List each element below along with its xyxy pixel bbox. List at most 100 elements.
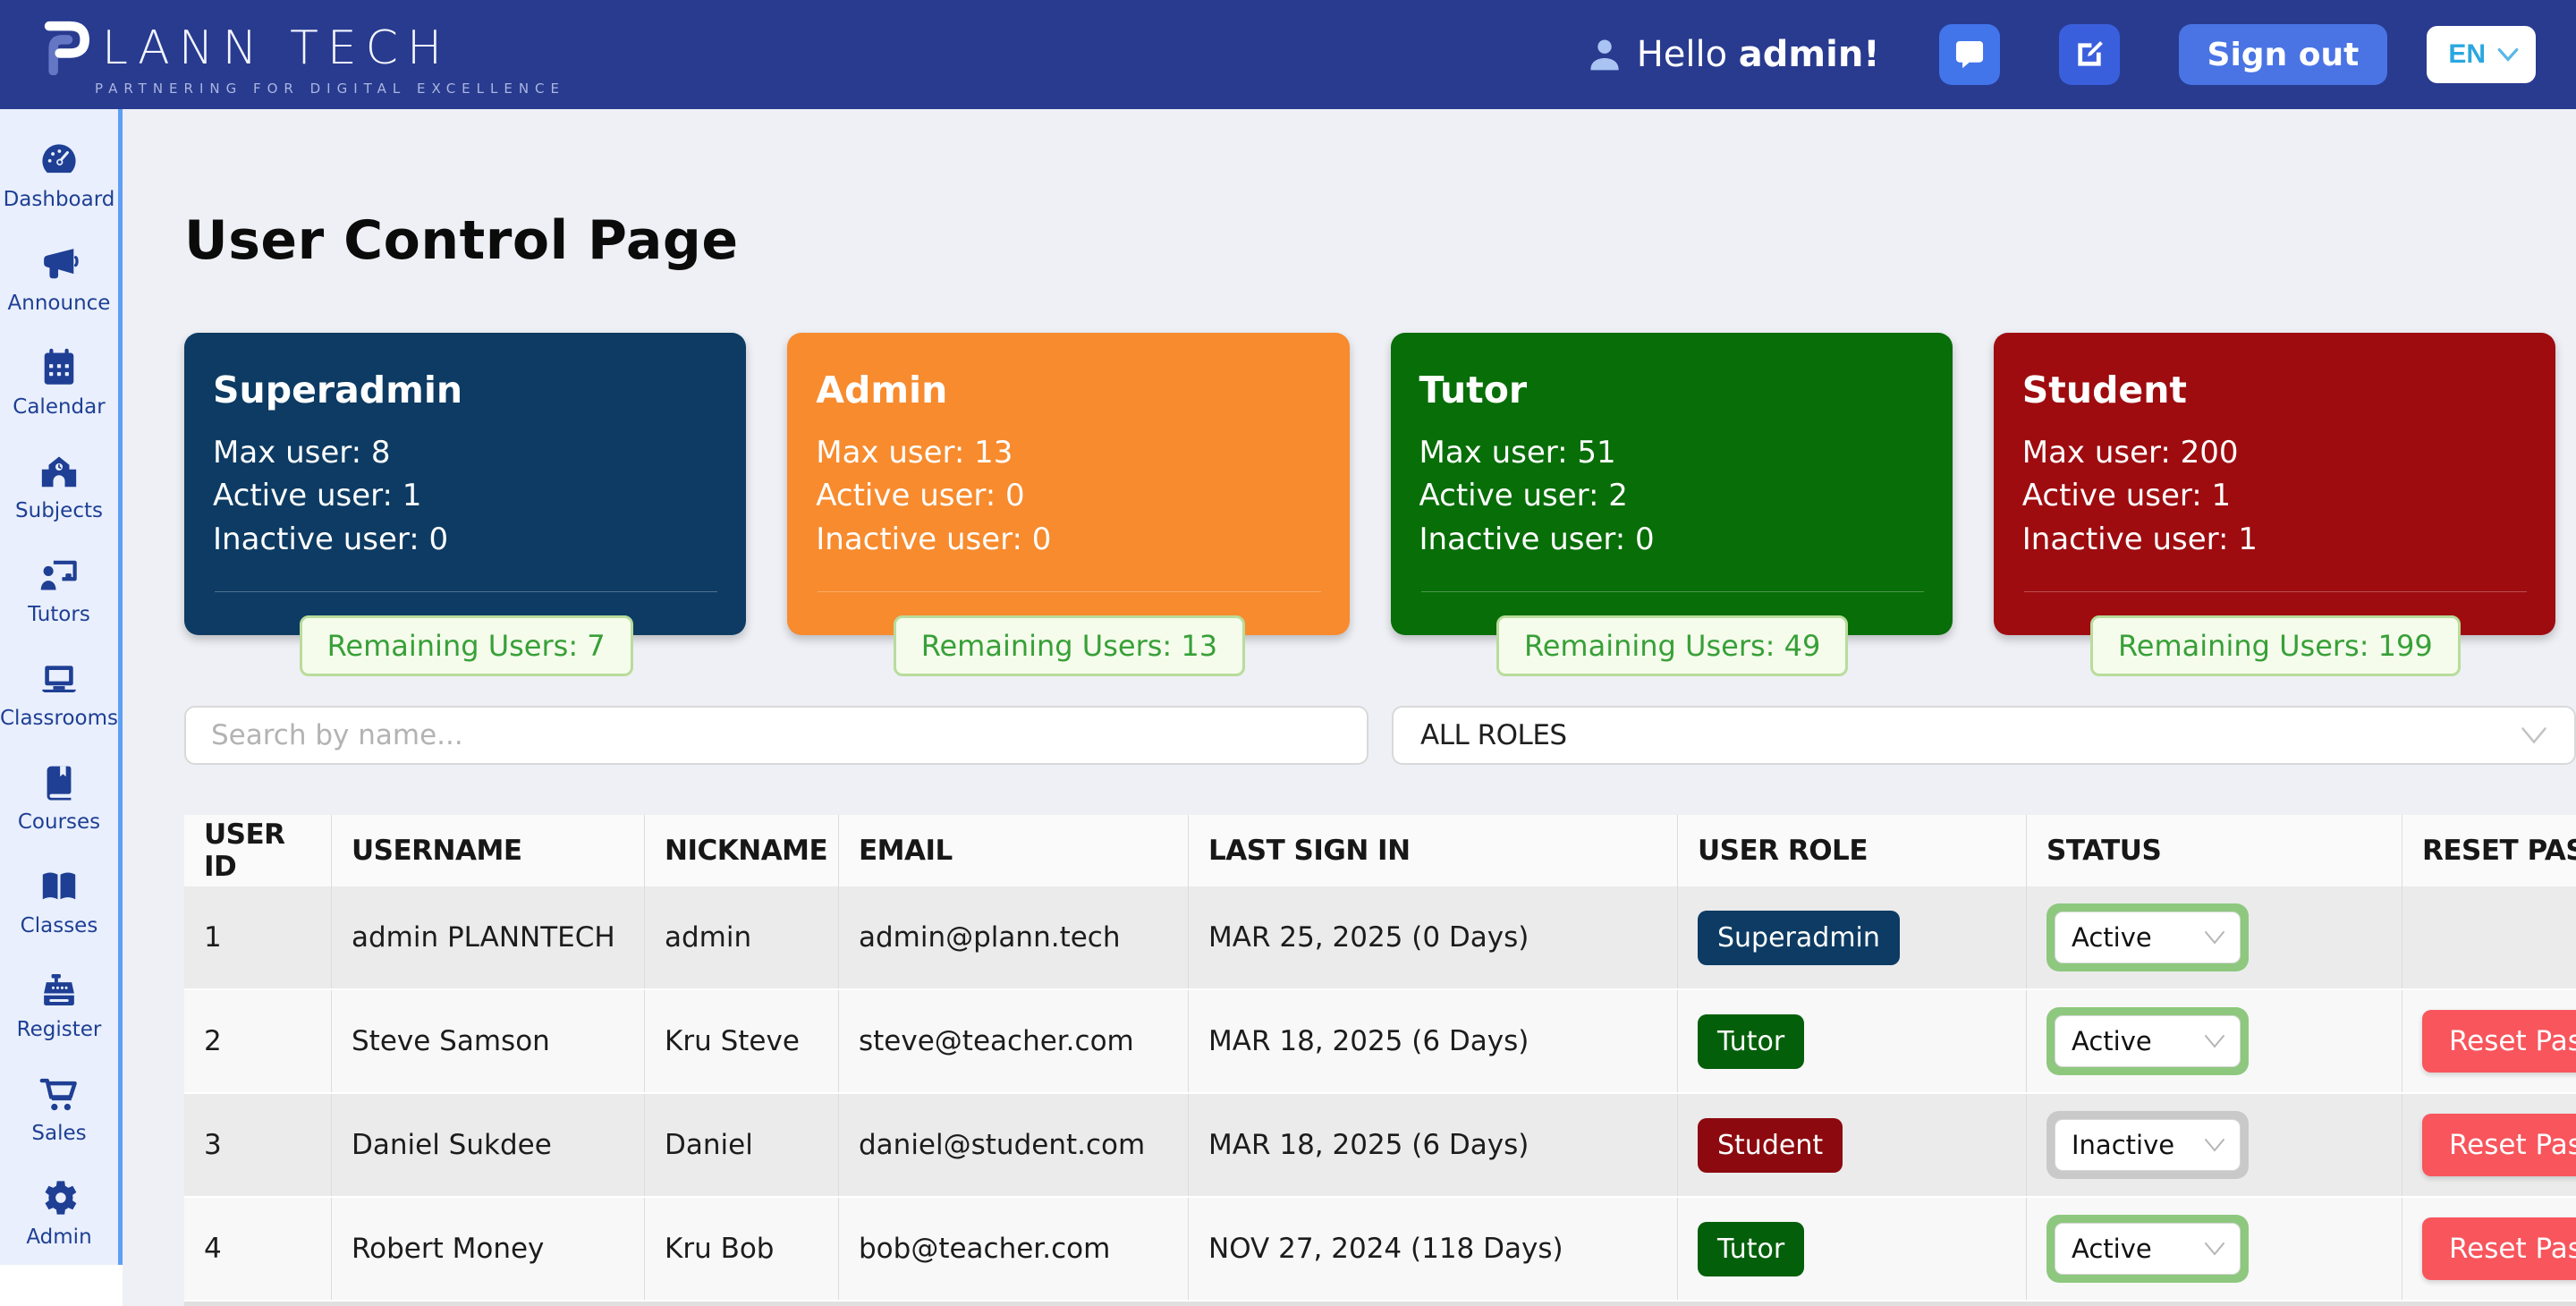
cart-icon (39, 1078, 77, 1111)
cell-user-role: Superadmin (1678, 886, 2027, 988)
cell-status: Active (2027, 1198, 2402, 1300)
card-stat-line: Active user: 1 (2021, 478, 2232, 514)
cell-email: daniel@student.com (839, 1094, 1189, 1196)
sidebar-item-label: Calendar (13, 395, 106, 419)
sidebar-item-dashboard[interactable]: Dashboard (0, 123, 118, 227)
sidebar-item-classrooms[interactable]: Classrooms (0, 642, 118, 746)
column-header-username: USERNAME (332, 815, 645, 886)
sidebar-item-label: Classrooms (0, 707, 118, 730)
cell-nickname: Kru Bob (645, 1198, 839, 1300)
card-stat-line: Max user: 51 (1419, 435, 1616, 471)
sidebar-item-subjects[interactable]: Subjects (0, 435, 118, 539)
status-frame: Active (2046, 1007, 2249, 1075)
role-stat-cards: Superadmin Max user: 8 Active user: 1 Inac… (184, 333, 2555, 676)
remaining-users-pill: Remaining Users: 199 (2090, 615, 2461, 676)
chevron-down-icon (2521, 727, 2546, 744)
chat-bubble-icon (1955, 40, 1983, 69)
chevron-down-icon (2205, 1035, 2224, 1048)
cell-nickname: Daniel (645, 1094, 839, 1196)
card-stat-line: Active user: 1 (213, 478, 422, 514)
sidebar-item-classes[interactable]: Classes (0, 850, 118, 954)
cell-email: bob@teacher.com (839, 1198, 1189, 1300)
school-icon (41, 456, 77, 488)
table-header-row: USER ID USERNAME NICKNAME EMAIL LAST SIGN IN… (184, 815, 2576, 886)
status-frame: Active (2046, 903, 2249, 971)
sidebar-item-label: Register (16, 1018, 102, 1041)
sidebar-item-label: Tutors (28, 603, 90, 626)
language-dropdown[interactable]: EN (2427, 26, 2536, 83)
cell-status: Inactive (2027, 1094, 2402, 1196)
cell-nickname: Kru Steve (645, 990, 839, 1092)
top-navbar: LANN TECH PARTNERING FOR DIGITAL EXCELLE… (0, 0, 2576, 109)
status-value: Active (2072, 922, 2152, 953)
card-stat-line: Inactive user: 0 (816, 521, 1052, 557)
status-dropdown[interactable]: Active (2055, 1223, 2241, 1275)
search-input[interactable] (184, 706, 1368, 765)
reset-password-button[interactable]: Reset Password (2422, 1217, 2576, 1280)
card-stat-line: Inactive user: 1 (2021, 521, 2258, 557)
person-icon (1590, 39, 1619, 71)
chevron-down-icon (2205, 1139, 2224, 1152)
plann-tech-p-logo-icon (44, 21, 89, 75)
cell-user-id: 3 (184, 1094, 332, 1196)
reset-password-button[interactable]: Reset Password (2422, 1010, 2576, 1073)
column-header-email: EMAIL (839, 815, 1189, 886)
sidebar-item-label: Classes (20, 914, 98, 937)
reset-password-button[interactable]: Reset Password (2422, 1114, 2576, 1176)
status-value: Active (2072, 1234, 2152, 1264)
card-title: Superadmin (213, 369, 463, 411)
user-greeting: Hello admin! (1585, 34, 1880, 75)
cell-user-id: 2 (184, 990, 332, 1092)
users-table: USER ID USERNAME NICKNAME EMAIL LAST SIGN IN… (184, 815, 2576, 1306)
sidebar-item-tutors[interactable]: Tutors (0, 539, 118, 642)
brand-text: LANN TECH (102, 21, 452, 75)
cell-status: Active (2027, 990, 2402, 1092)
page-title: User Control Page (184, 209, 739, 272)
status-frame: Inactive (2046, 1111, 2249, 1179)
language-code: EN (2448, 39, 2486, 69)
sidebar-item-courses[interactable]: Courses (0, 746, 118, 850)
sidebar-item-label: Dashboard (3, 188, 115, 211)
card-title: Student (2021, 369, 2188, 411)
card-stat-line: Active user: 2 (1419, 478, 1628, 514)
sidebar-item-announce[interactable]: Announce (0, 227, 118, 331)
laptop-icon (42, 666, 76, 692)
sidebar-item-register[interactable]: Register (0, 954, 118, 1057)
status-dropdown[interactable]: Inactive (2055, 1119, 2241, 1171)
card-stat-line: Max user: 8 (213, 435, 391, 471)
sidebar-item-label: Courses (17, 810, 101, 834)
cell-last-sign-in: MAR 25, 2025 (0 Days) (1189, 886, 1678, 988)
sidebar-item-label: Admin (26, 1225, 92, 1249)
sidebar-item-calendar[interactable]: Calendar (0, 331, 118, 435)
greeting-text: Hello (1636, 34, 1728, 75)
cell-username: Robert Money (332, 1198, 645, 1300)
role-filter-dropdown[interactable]: ALL ROLES (1392, 706, 2576, 765)
status-dropdown[interactable]: Active (2055, 912, 2241, 963)
cell-reset-password: Reset Password (2402, 1094, 2576, 1196)
status-dropdown[interactable]: Active (2055, 1015, 2241, 1067)
remaining-users-pill: Remaining Users: 13 (893, 615, 1246, 676)
edit-button[interactable] (2058, 24, 2120, 85)
sidebar-item-admin[interactable]: Admin (0, 1161, 118, 1265)
card-stat-line: Inactive user: 0 (1419, 521, 1655, 557)
role-badge: Tutor (1698, 1013, 1805, 1069)
card-title: Admin (816, 369, 948, 411)
sidebar-item-sales[interactable]: Sales (0, 1057, 118, 1161)
brand-logo: LANN TECH PARTNERING FOR DIGITAL EXCELLE… (36, 13, 565, 97)
chalkboard-teacher-icon (40, 560, 77, 590)
edit-pen-icon (2077, 41, 2103, 66)
card-stat-line: Max user: 200 (2021, 435, 2239, 471)
chat-button[interactable] (1938, 24, 2000, 85)
gear-icon (45, 1181, 77, 1215)
role-card-superadmin: Superadmin Max user: 8 Active user: 1 Inac… (184, 333, 747, 676)
cell-user-role: Tutor (1678, 1198, 2027, 1300)
sidebar-footer-gap (0, 1265, 123, 1306)
cell-username: Daniel Sukdee (332, 1094, 645, 1196)
cell-user-role: Student (1678, 1094, 2027, 1196)
cell-username: Steve Samson (332, 990, 645, 1092)
column-header-user-id: USER ID (184, 815, 332, 886)
sign-out-button[interactable]: Sign out (2178, 24, 2388, 85)
column-header-status: STATUS (2027, 815, 2402, 886)
cell-user-id: 1 (184, 886, 332, 988)
column-header-last-sign-in: LAST SIGN IN (1189, 815, 1678, 886)
